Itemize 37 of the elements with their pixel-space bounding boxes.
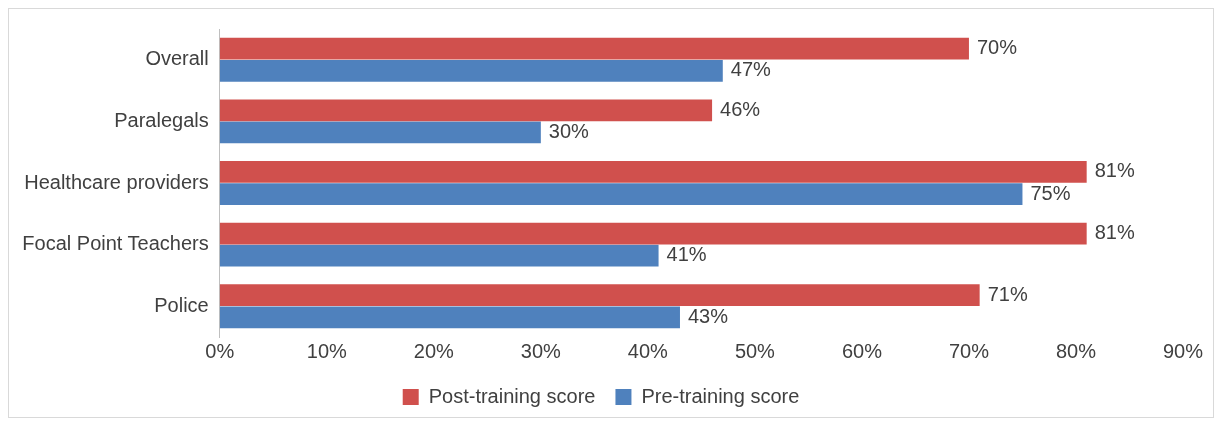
data-label: 81% bbox=[1094, 159, 1135, 182]
y-tick-label: Overall bbox=[145, 47, 209, 70]
y-tick-label: Police bbox=[154, 293, 209, 316]
y-tick-label: Paralegals bbox=[114, 108, 209, 131]
data-label: 71% bbox=[987, 282, 1028, 305]
y-tick-label: Healthcare providers bbox=[24, 170, 209, 193]
bar bbox=[219, 306, 680, 329]
x-tick-label: 60% bbox=[841, 339, 883, 362]
x-tick-label: 30% bbox=[520, 339, 562, 362]
x-tick-label: 40% bbox=[627, 339, 669, 362]
x-tick-label: 20% bbox=[413, 339, 455, 362]
bar bbox=[219, 37, 969, 60]
data-label: 75% bbox=[1030, 181, 1071, 204]
bar bbox=[219, 60, 723, 82]
x-tick-label: 50% bbox=[734, 339, 776, 362]
bar bbox=[219, 284, 980, 306]
x-tick-label: 80% bbox=[1055, 339, 1097, 362]
bar bbox=[219, 99, 713, 122]
x-tick-label: 10% bbox=[306, 339, 348, 362]
data-label: 41% bbox=[666, 243, 707, 266]
x-tick-label: 70% bbox=[948, 339, 990, 362]
data-label: 43% bbox=[687, 304, 729, 327]
bar bbox=[219, 222, 1087, 245]
y-tick-label: Focal Point Teachers bbox=[22, 232, 209, 255]
bar bbox=[219, 183, 1023, 205]
data-label: 81% bbox=[1094, 221, 1135, 244]
legend-label: Pre-training score bbox=[641, 384, 800, 407]
data-label: 30% bbox=[548, 120, 590, 142]
bar bbox=[219, 121, 541, 144]
x-tick-label: 0% bbox=[205, 339, 235, 362]
x-tick-label: 90% bbox=[1162, 339, 1204, 362]
legend-label: Post-training score bbox=[428, 384, 596, 407]
data-label: 70% bbox=[976, 36, 1018, 59]
data-label: 46% bbox=[720, 97, 761, 120]
bar bbox=[219, 161, 1087, 183]
bar bbox=[219, 244, 659, 267]
data-label: 47% bbox=[730, 58, 772, 81]
